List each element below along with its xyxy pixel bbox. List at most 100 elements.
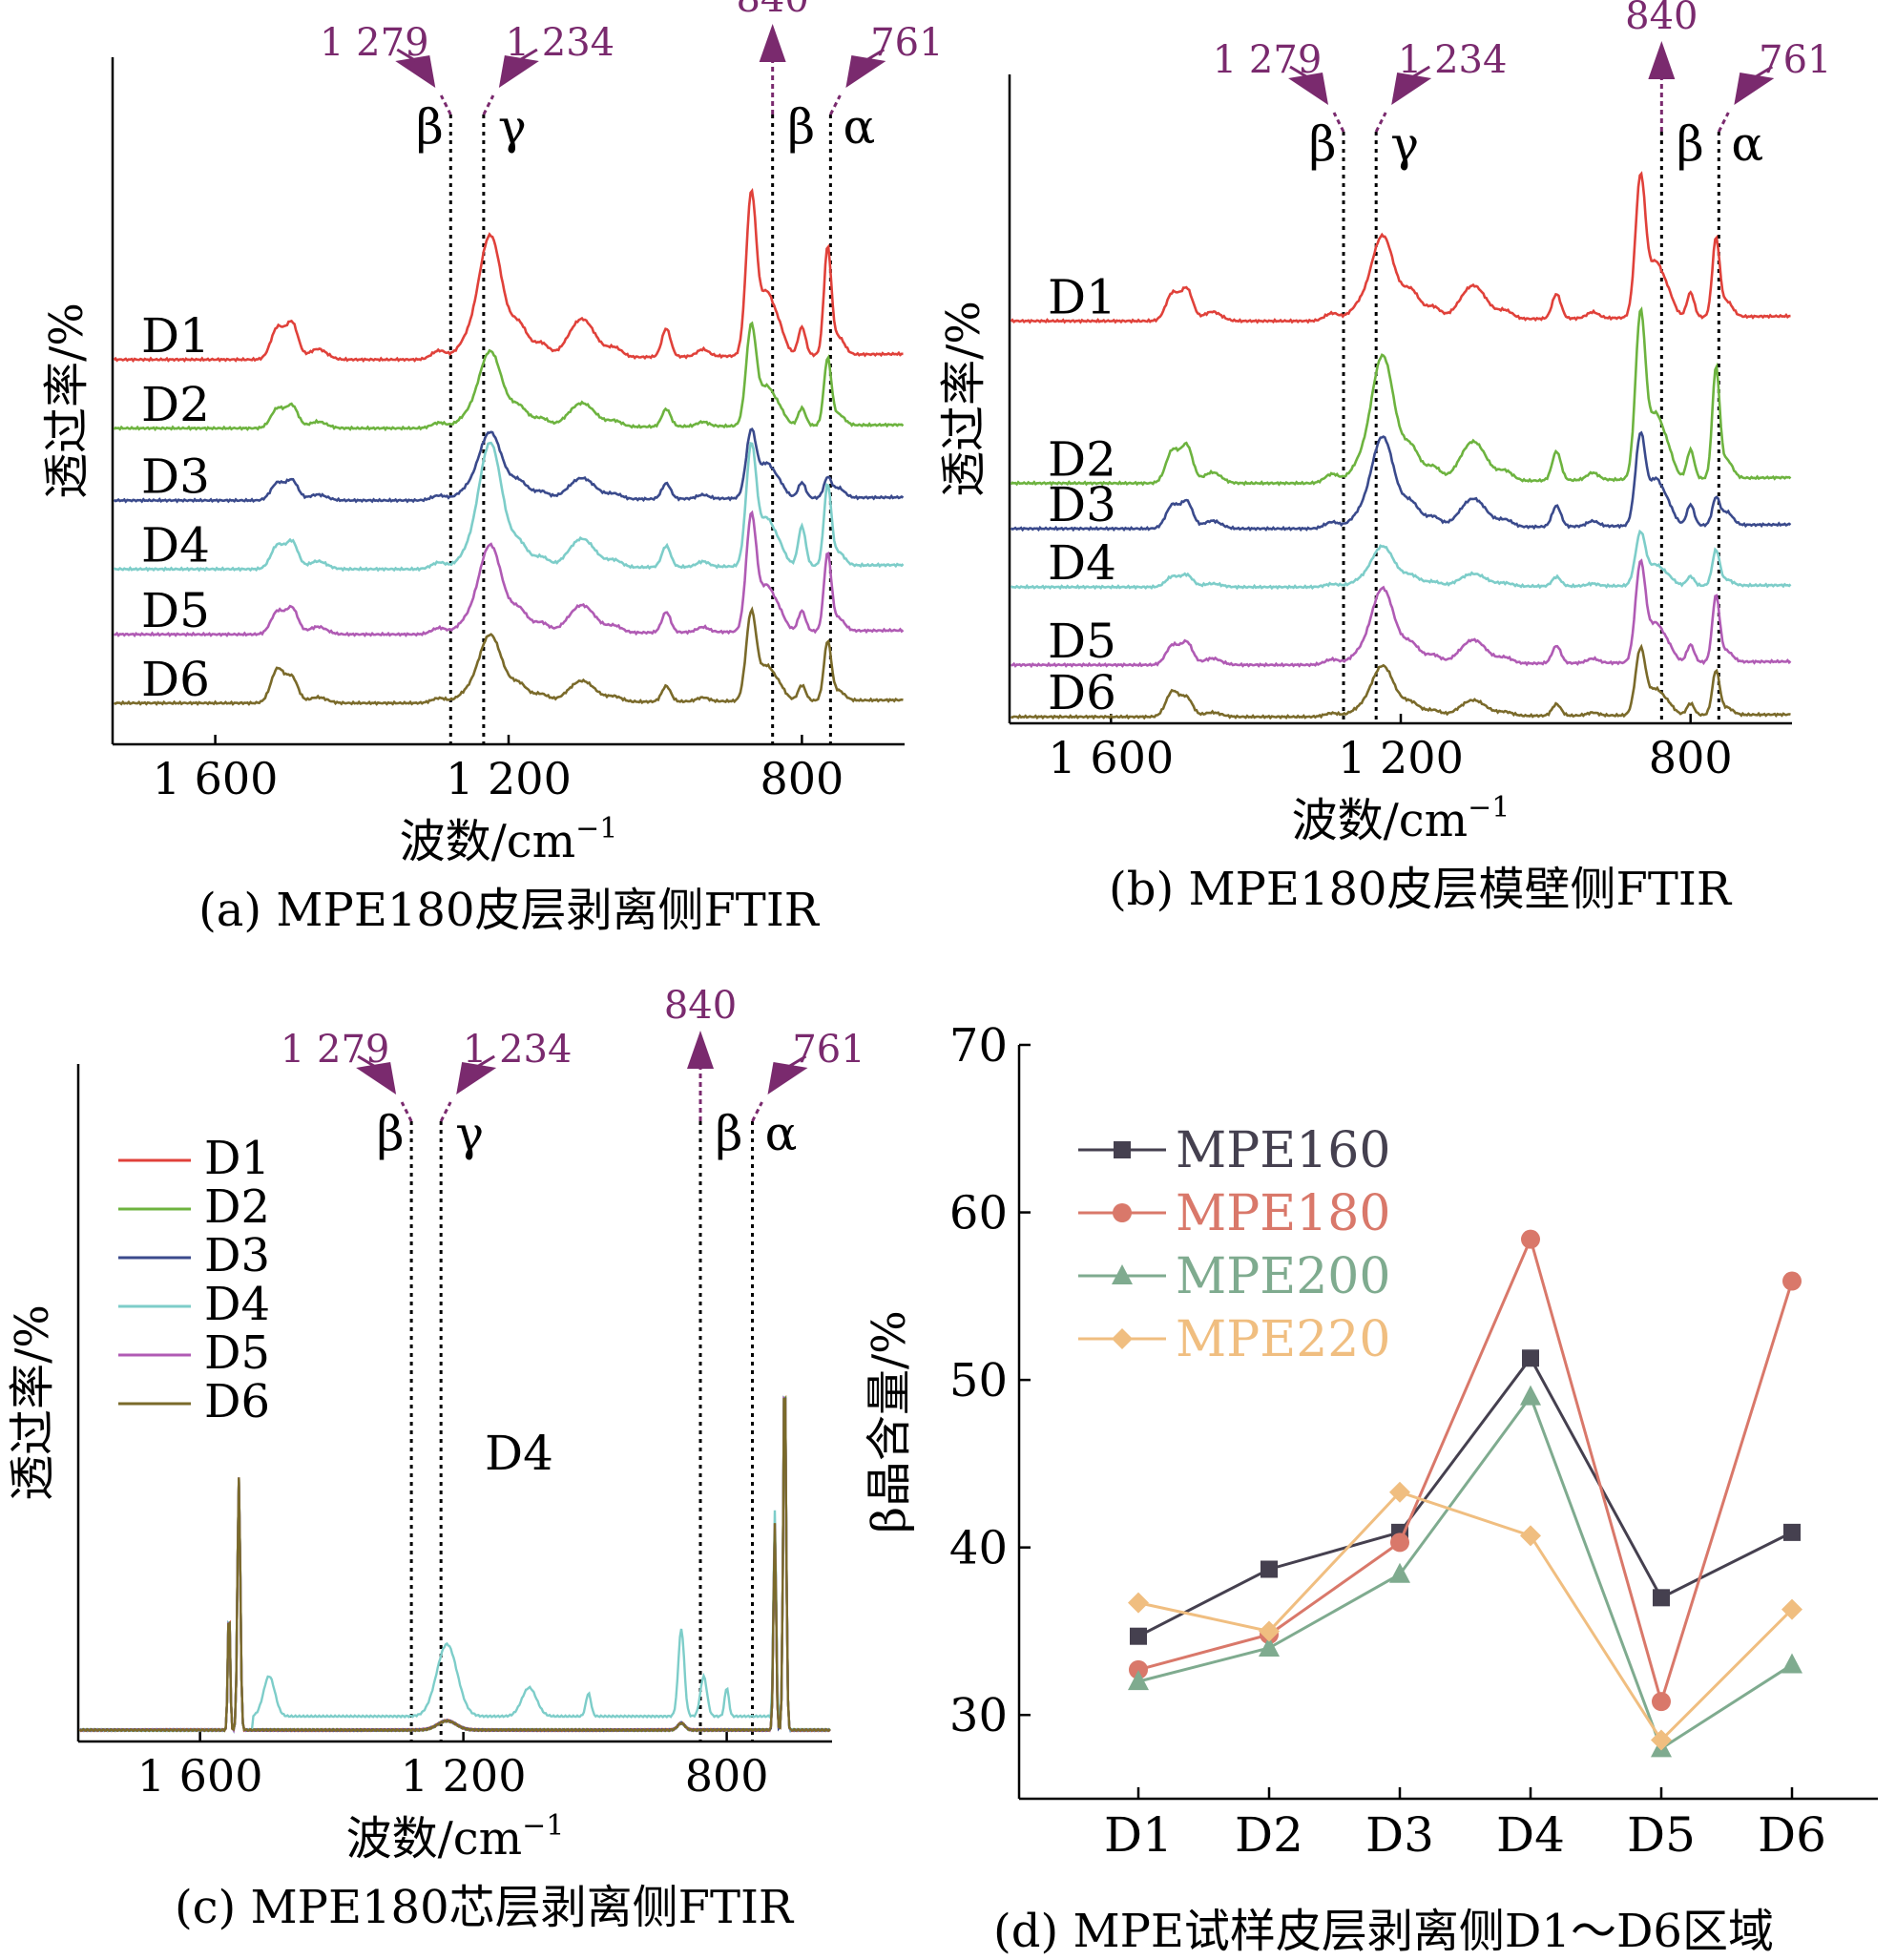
panel-c-ftir-core-peel: 1 600 1 200 800 波数/cm−1 透过率/% (c) MPE180芯层剥离侧… — [6, 984, 865, 1934]
phase-label: γ — [498, 99, 527, 155]
legend-label-mpe160: MPE160 — [1176, 1122, 1390, 1179]
spectrum-d5 — [1011, 558, 1792, 669]
panel-a-ftir-skin-peel: 1 600 1 200 800 波数/cm−1 透过率/% (a) MPE180皮层剥离侧… — [40, 0, 944, 937]
point-mpe200 — [1781, 1653, 1802, 1674]
phase-label: α — [843, 99, 875, 155]
mark-arrow-tail — [1289, 65, 1310, 80]
x-tick-label: 1 200 — [1338, 732, 1464, 783]
x-tick-label: D5 — [1627, 1807, 1696, 1863]
series-label-d4: D4 — [1048, 535, 1116, 591]
x-axis-label-sup: −1 — [522, 1809, 564, 1843]
mark-wavenumber: 840 — [736, 0, 808, 21]
legend-label-d6: D6 — [204, 1375, 270, 1428]
mark-arrow-tail — [357, 1054, 378, 1070]
panel-caption: (d) MPE试样皮层剥离侧D1～D6区域 — [993, 1905, 1774, 1958]
mark-arrow-head — [395, 55, 436, 88]
spectrum-d4 — [1010, 529, 1792, 591]
series-line-mpe220 — [1137, 1491, 1794, 1742]
mark-arrow-tail — [396, 48, 418, 63]
spectrum-d2 — [113, 321, 905, 432]
x-tick-label: 1 200 — [446, 753, 572, 804]
point-mpe220 — [1389, 1481, 1410, 1503]
point-mpe200 — [1259, 1637, 1280, 1657]
legend-marker-mpe220 — [1112, 1328, 1133, 1349]
x-tick-label: 1 600 — [137, 1750, 263, 1802]
point-mpe160 — [1130, 1627, 1147, 1645]
mark-arrow-stem — [400, 1101, 413, 1122]
phase-label: β — [1677, 116, 1704, 172]
legend-label-mpe220: MPE220 — [1176, 1311, 1390, 1368]
x-axis-label: 波数/cm−1 — [1292, 791, 1511, 847]
mark-arrow-head — [498, 55, 539, 88]
series-line-mpe160 — [1137, 1355, 1793, 1638]
phase-label: γ — [455, 1106, 484, 1161]
y-axis-label: β晶含量/% — [863, 1310, 916, 1533]
spectrum-d3 — [78, 1396, 831, 1734]
mark-arrow-head — [767, 1062, 808, 1095]
series-label-d2: D2 — [141, 377, 210, 432]
series-label-d5: D5 — [1048, 614, 1116, 669]
point-mpe180 — [1521, 1229, 1540, 1249]
mark-arrow-tail — [517, 48, 538, 63]
legend-marker-mpe200 — [1112, 1264, 1133, 1284]
legend-label-d1: D1 — [204, 1132, 270, 1185]
panel-caption: (b) MPE180皮层模壁侧FTIR — [1109, 863, 1733, 916]
mark-wavenumber: 761 — [792, 1028, 865, 1072]
mark-wavenumber: 1 279 — [1213, 38, 1323, 82]
legend-label-d4: D4 — [204, 1278, 270, 1331]
phase-label: β — [1309, 116, 1337, 172]
x-tick-label: D3 — [1365, 1807, 1434, 1863]
mark-wavenumber: 1 234 — [1398, 38, 1508, 82]
mark-arrow-head — [1391, 73, 1432, 105]
x-tick-label: 800 — [760, 753, 844, 804]
panel-caption: (a) MPE180皮层剥离侧FTIR — [198, 884, 821, 937]
point-mpe220 — [1128, 1592, 1149, 1614]
x-axis-label-sup: −1 — [1468, 791, 1510, 824]
mark-arrow-stem — [829, 94, 842, 115]
spectrum-d6 — [114, 606, 904, 706]
point-mpe160 — [1261, 1560, 1278, 1578]
series-label-d2: D2 — [1048, 431, 1116, 487]
phase-label: α — [765, 1106, 798, 1161]
y-tick-label: 40 — [949, 1522, 1008, 1575]
series-line-mpe180 — [1137, 1235, 1794, 1707]
mark-arrow-stem — [439, 1101, 452, 1122]
x-tick-label: 800 — [1649, 732, 1733, 783]
point-mpe200 — [1128, 1670, 1149, 1691]
x-tick-label: 1 200 — [401, 1750, 527, 1802]
spectrum-d4 — [78, 1395, 831, 1735]
mark-wavenumber: 1 279 — [320, 21, 429, 65]
spectrum-d6 — [1011, 643, 1791, 720]
series-label-d5: D5 — [141, 583, 210, 638]
mark-wavenumber: 1 234 — [463, 1028, 573, 1072]
x-tick-label: D1 — [1104, 1807, 1173, 1863]
point-mpe160 — [1653, 1589, 1670, 1607]
point-mpe160 — [1783, 1523, 1801, 1541]
spectrum-d6 — [78, 1397, 831, 1733]
point-mpe220 — [1259, 1620, 1280, 1642]
mark-arrow-tail — [474, 1054, 495, 1070]
series-label-d1: D1 — [141, 308, 210, 364]
peak-annotation: D4 — [485, 1426, 553, 1481]
panel-caption: (c) MPE180芯层剥离侧FTIR — [175, 1881, 795, 1934]
mark-arrow-tail — [1752, 65, 1774, 80]
spectrum-d1 — [1010, 171, 1791, 324]
legend-marker-mpe160 — [1114, 1141, 1131, 1158]
x-axis-label-text: 波数/cm — [400, 815, 576, 868]
point-mpe200 — [1520, 1385, 1541, 1406]
mark-arrow-head — [356, 1062, 397, 1095]
spectrum-d1 — [78, 1395, 830, 1733]
legend-label-d5: D5 — [204, 1326, 270, 1380]
phase-label: β — [377, 1106, 405, 1161]
phase-label: β — [716, 1106, 743, 1161]
mark-arrow-head — [1648, 41, 1676, 79]
x-tick-label: 1 600 — [1048, 732, 1174, 783]
point-mpe180 — [1782, 1271, 1802, 1291]
mark-arrow-stem — [439, 94, 452, 115]
panel-d-beta-content-chart: 30 40 50 60 70 D1 D2 D3 D4 D5 D6 β晶含量/% (d) MPE试样皮层剥… — [863, 1019, 1878, 1958]
spectrum-d3 — [113, 427, 905, 504]
spectrum-d1 — [113, 187, 904, 364]
series-label-d4: D4 — [141, 517, 210, 573]
mark-arrow-head — [1288, 73, 1329, 105]
